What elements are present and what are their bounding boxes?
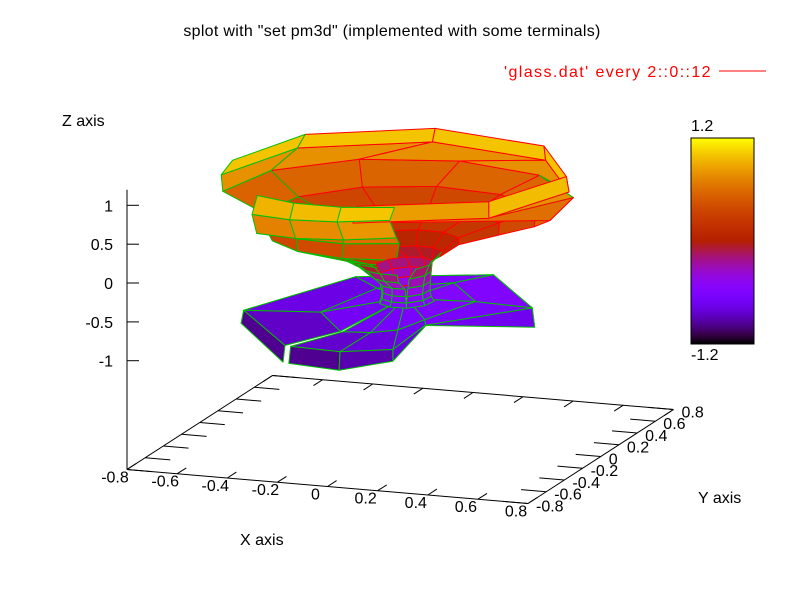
svg-text:0: 0: [311, 487, 320, 504]
svg-text:0: 0: [104, 276, 113, 293]
svg-text:-1.2: -1.2: [691, 347, 719, 364]
svg-text:0.2: 0.2: [354, 491, 376, 508]
svg-text:0: 0: [609, 452, 618, 469]
svg-text:-0.5: -0.5: [85, 315, 113, 332]
svg-text:1.2: 1.2: [691, 118, 713, 135]
svg-text:0.6: 0.6: [663, 416, 685, 433]
svg-text:-0.8: -0.8: [101, 470, 129, 487]
svg-text:0.4: 0.4: [645, 428, 667, 445]
svg-text:0.2: 0.2: [627, 440, 649, 457]
svg-text:X axis: X axis: [240, 532, 284, 549]
svg-text:'glass.dat' every 2::0::12: 'glass.dat' every 2::0::12: [504, 64, 712, 81]
svg-text:-0.6: -0.6: [151, 474, 179, 491]
svg-text:1: 1: [104, 198, 113, 215]
svg-text:-0.4: -0.4: [202, 478, 230, 495]
svg-text:splot with "set pm3d" (impleme: splot with "set pm3d" (implemented with …: [183, 23, 600, 40]
svg-text:-0.8: -0.8: [536, 499, 564, 516]
svg-text:-0.2: -0.2: [252, 482, 280, 499]
svg-text:Z axis: Z axis: [62, 113, 105, 130]
svg-text:-1: -1: [99, 354, 113, 371]
svg-text:0.8: 0.8: [682, 405, 704, 422]
svg-text:Y axis: Y axis: [698, 490, 741, 507]
svg-text:-0.4: -0.4: [572, 475, 600, 492]
svg-text:0.4: 0.4: [405, 495, 427, 512]
svg-text:0.6: 0.6: [455, 499, 477, 516]
svg-text:-0.2: -0.2: [591, 463, 619, 480]
svg-text:0.5: 0.5: [91, 237, 113, 254]
svg-text:0.8: 0.8: [505, 504, 527, 521]
svg-text:-0.6: -0.6: [554, 487, 582, 504]
